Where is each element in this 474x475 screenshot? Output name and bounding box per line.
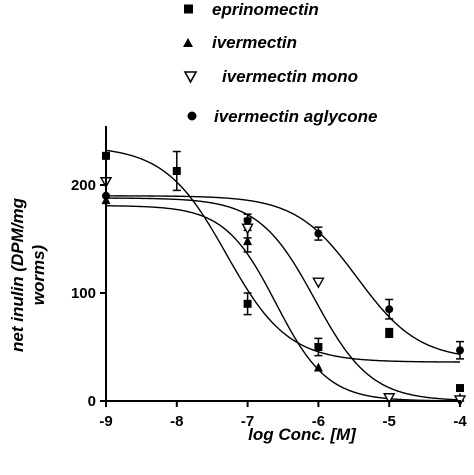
data-point-ivermectin: [243, 236, 253, 246]
legend-item-eprinomectin: eprinomectin: [184, 0, 319, 19]
data-point-ivermectin-mono: [241, 223, 254, 235]
y-ticks: 0 100 200: [71, 177, 106, 410]
legend-marker-open-triangle-down: [183, 71, 198, 84]
x-tick-label: -6: [312, 413, 325, 430]
fit-curve-ivermectin: [105, 205, 461, 402]
data-point-eprinomectin: [456, 384, 464, 393]
data-point-ivermectin-mono: [383, 393, 396, 405]
legend-label: ivermectin aglycone: [214, 107, 377, 126]
x-tick-label: -8: [170, 413, 183, 430]
axes: -9 -8 -7 -6 -5 -4 0 100 200: [71, 126, 467, 430]
fit-curve-eprinomectin: [105, 149, 460, 363]
y-axis-label-line-2: worms): [29, 244, 48, 305]
legend-item-ivermectin: ivermectin: [183, 33, 297, 52]
legend-item-ivermectin-aglycone: ivermectin aglycone: [187, 107, 377, 126]
legend-item-ivermectin-mono: ivermectin mono: [183, 67, 358, 86]
x-tick-label: -5: [383, 413, 396, 430]
y-tick-label: 0: [88, 393, 96, 410]
data-point-eprinomectin: [385, 328, 394, 337]
y-tick-label: 100: [71, 285, 96, 302]
x-tick-label: -7: [241, 413, 254, 430]
data-markers: [99, 151, 467, 407]
legend-marker-filled-circle: [187, 111, 197, 121]
legend-marker-filled-triangle: [183, 38, 193, 47]
x-ticks: -9 -8 -7 -6 -5 -4: [99, 401, 467, 430]
x-tick-label: -9: [99, 413, 112, 430]
legend-marker-filled-square: [184, 4, 193, 14]
data-point-eprinomectin: [314, 343, 323, 351]
data-point-ivermectin-aglycone: [385, 305, 394, 314]
fit-curve-ivermectin-aglycone: [106, 195, 461, 356]
error-bars: [172, 150, 464, 360]
legend-label: eprinomectin: [212, 0, 319, 19]
fit-curves: [105, 149, 461, 402]
data-point-ivermectin-aglycone: [243, 216, 252, 225]
legend-label: ivermectin: [212, 33, 297, 52]
x-tick-label: -4: [453, 413, 467, 430]
y-tick-label: 200: [71, 177, 96, 194]
data-point-eprinomectin: [172, 166, 181, 175]
data-point-ivermectin-aglycone: [314, 229, 323, 238]
legend: eprinomectin ivermectin ivermectin mono …: [183, 0, 377, 126]
data-point-ivermectin: [313, 362, 323, 372]
legend-label: ivermectin mono: [222, 67, 358, 86]
data-point-ivermectin-mono: [312, 277, 325, 289]
data-point-ivermectin-aglycone: [456, 346, 464, 355]
y-axis-label-line-1: net inulin (DPM/mg: [8, 197, 27, 352]
fit-curve-ivermectin-mono: [106, 197, 461, 401]
data-point-eprinomectin: [243, 299, 252, 308]
x-axis-label: log Conc. [M]: [248, 425, 357, 444]
